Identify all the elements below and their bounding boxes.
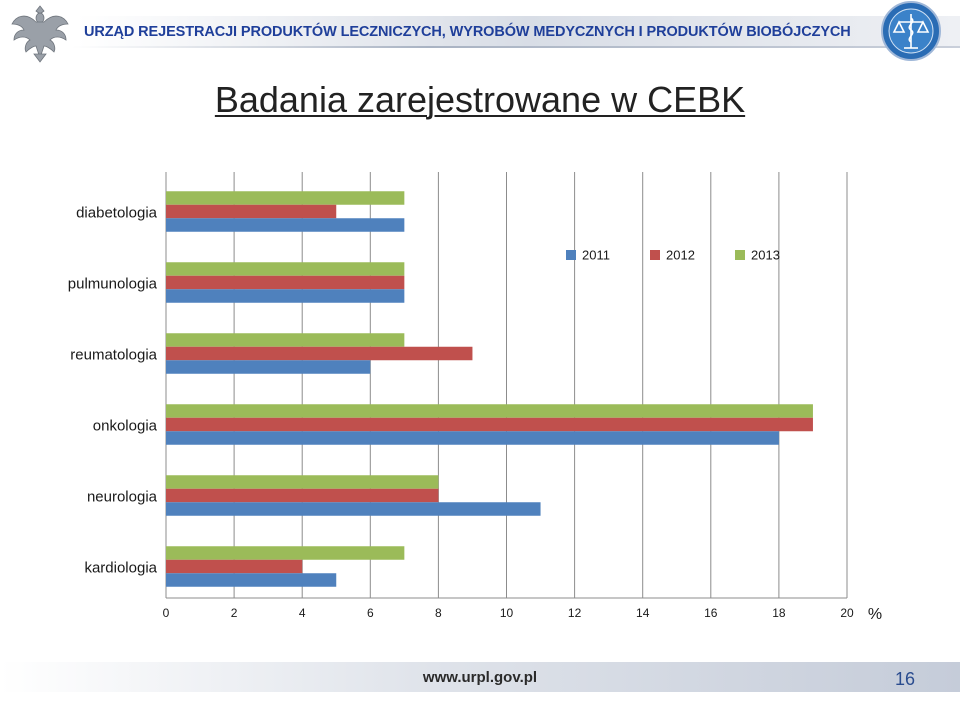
- x-tick-label: 14: [636, 606, 650, 620]
- legend-swatch-2012: [650, 250, 660, 260]
- bar-reumatologia-2011: [166, 360, 371, 374]
- legend-swatch-2011: [566, 250, 576, 260]
- bar-reumatologia-2013: [166, 333, 405, 347]
- x-tick-label: 18: [772, 606, 786, 620]
- bar-pulmunologia-2012: [166, 275, 405, 290]
- category-label: neurologia: [87, 488, 158, 505]
- footer-band: [0, 662, 960, 692]
- legend-label: 2012: [666, 248, 695, 263]
- x-tick-label: 10: [500, 606, 514, 620]
- bar-onkologia-2011: [166, 431, 779, 445]
- bar-reumatologia-2012: [166, 346, 473, 361]
- bar-diabetologia-2012: [166, 204, 337, 219]
- x-tick-label: 8: [435, 606, 442, 620]
- footer-url-link[interactable]: www.urpl.gov.pl: [422, 669, 538, 686]
- category-label: pulmunologia: [68, 275, 158, 292]
- bar-neurologia-2013: [166, 475, 439, 489]
- bar-neurologia-2011: [166, 502, 541, 516]
- bar-kardiologia-2013: [166, 546, 405, 560]
- bar-onkologia-2012: [166, 417, 813, 432]
- bar-onkologia-2013: [166, 404, 813, 418]
- bar-pulmunologia-2011: [166, 289, 405, 303]
- chart-gridlines: [165, 172, 848, 599]
- category-label: kardiologia: [84, 559, 157, 576]
- x-tick-label: 2: [231, 606, 238, 620]
- slide-title: Badania zarejestrowane w CEBK: [214, 79, 746, 120]
- page-number: 16: [894, 669, 916, 689]
- bar-kardiologia-2012: [166, 559, 303, 574]
- polish-eagle-emblem-icon: [11, 5, 69, 63]
- chart-bars: [166, 191, 813, 587]
- bar-diabetologia-2013: [166, 191, 405, 205]
- bar-diabetologia-2011: [166, 218, 405, 232]
- bar-chart: 0 2 4 6 8 10 12 14 16 18 20 % diabetologia pulmunolog…: [68, 172, 882, 623]
- x-tick-label: 4: [299, 606, 306, 620]
- legend-swatch-2013: [735, 250, 745, 260]
- legend-label: 2013: [751, 248, 780, 263]
- category-label: diabetologia: [76, 204, 158, 221]
- x-tick-label: 0: [163, 606, 170, 620]
- bar-kardiologia-2011: [166, 573, 337, 587]
- bar-pulmunologia-2013: [166, 262, 405, 276]
- category-label: reumatologia: [70, 346, 157, 363]
- header-title: URZĄD REJESTRACJI PRODUKTÓW LECZNICZYCH,…: [84, 24, 851, 40]
- chart-legend: 2011 2012 2013: [566, 248, 780, 263]
- x-tick-label: 12: [568, 606, 582, 620]
- chart-labels: 0 2 4 6 8 10 12 14 16 18 20 % diabetologia pulmunolog…: [68, 204, 882, 623]
- x-axis-unit-label: %: [868, 606, 882, 623]
- bar-neurologia-2012: [166, 488, 439, 503]
- header-band: [0, 16, 960, 48]
- urpl-logo-icon: [881, 1, 941, 61]
- category-label: onkologia: [93, 417, 158, 434]
- x-tick-label: 16: [704, 606, 718, 620]
- x-tick-label: 20: [840, 606, 854, 620]
- legend-label: 2011: [582, 248, 610, 263]
- x-tick-label: 6: [367, 606, 374, 620]
